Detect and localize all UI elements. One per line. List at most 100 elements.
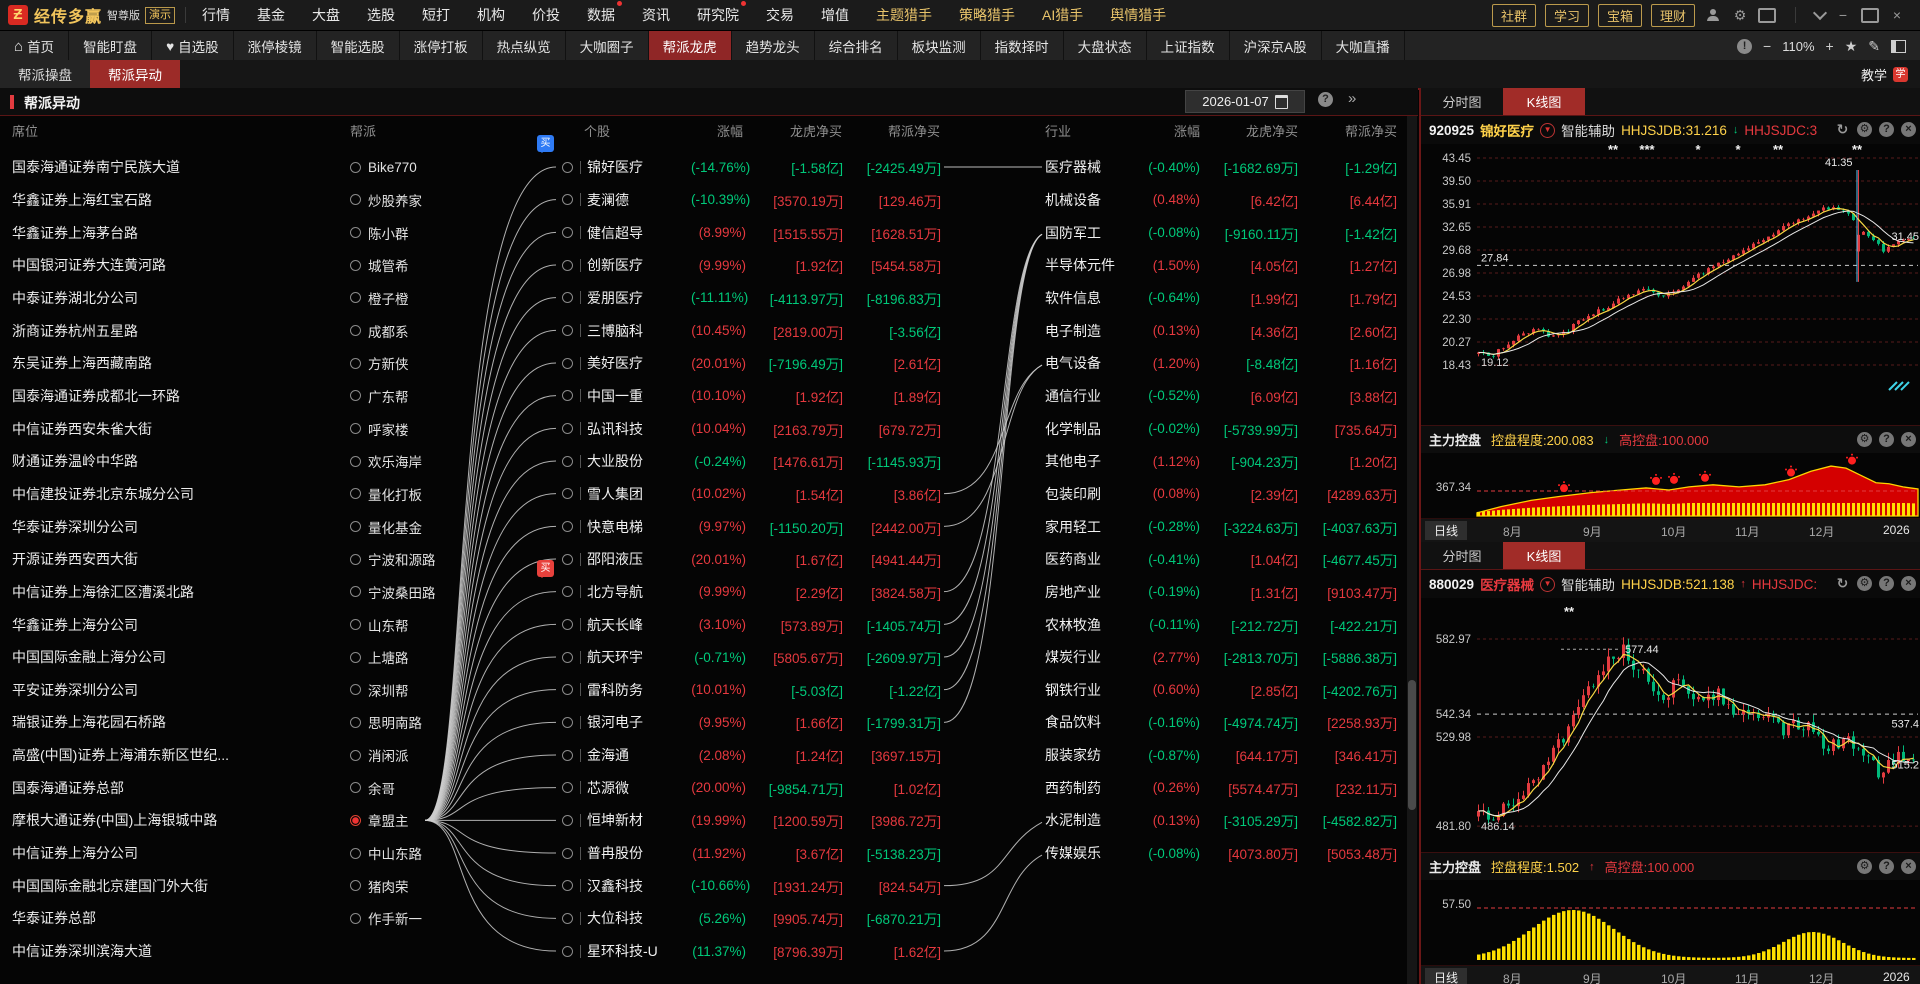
stock-radio[interactable]	[562, 912, 573, 924]
menu-item-机构[interactable]: 机构	[477, 7, 506, 23]
gang-radio[interactable]	[350, 586, 361, 598]
gang-row[interactable]: 呼家楼	[350, 412, 460, 445]
industry-row[interactable]: 服装家纺 (-0.87%) [644.17万] [346.41万]	[1045, 739, 1397, 772]
stock-row[interactable]: 星环科技-U (11.37%) [8796.39万] [1.62亿]	[562, 935, 942, 968]
seat-row[interactable]: 中泰证券湖北分公司	[12, 289, 138, 306]
stock-radio[interactable]	[562, 847, 573, 859]
stock-row[interactable]: 芯源微 (20.00%) [-9854.71万] [1.02亿]	[562, 771, 942, 804]
gang-radio[interactable]	[350, 814, 361, 826]
chevron-down-icon[interactable]	[1812, 5, 1828, 21]
seat-row[interactable]: 中信证券西安朱雀大街	[12, 420, 152, 437]
gang-radio[interactable]	[350, 259, 361, 271]
industry-row[interactable]: 化学制品 (-0.02%) [-5739.99万] [735.64万]	[1045, 412, 1397, 445]
industry-row[interactable]: 家用轻工 (-0.28%) [-3224.63万] [-4037.63万]	[1045, 510, 1397, 543]
gang-radio[interactable]	[350, 455, 361, 467]
gang-row[interactable]: 山东帮	[350, 608, 460, 641]
tab-分时图[interactable]: 分时图	[1442, 95, 1482, 110]
refresh-icon[interactable]: ↻	[1836, 121, 1849, 137]
help-icon[interactable]: ?	[1879, 122, 1894, 137]
alert-icon[interactable]: !	[1737, 38, 1753, 54]
toolbar-item-涨停打板[interactable]: 涨停打板	[400, 31, 483, 61]
stock-radio[interactable]	[562, 586, 573, 598]
gang-row[interactable]: 城管希	[350, 249, 460, 282]
menu-item-策略猎手[interactable]: 策略猎手	[959, 7, 1016, 23]
zoom-in-icon[interactable]: +	[1825, 38, 1834, 54]
gang-row[interactable]: 中山东路	[350, 837, 460, 870]
seat-row[interactable]: 摩根大通证券(中国)上海银城中路	[12, 812, 218, 829]
stock-row[interactable]: 三博脑科 (10.45%) [2819.00万] [-3.56亿]	[562, 314, 942, 347]
stock-radio[interactable]	[562, 357, 573, 369]
zoom-out-icon[interactable]: −	[1763, 38, 1772, 54]
seat-row[interactable]: 开源证券西安西大街	[12, 551, 138, 568]
toolbar-item-指数择时[interactable]: 指数择时	[981, 31, 1064, 61]
gang-row[interactable]: 橙子橙	[350, 282, 460, 315]
stock-radio[interactable]	[562, 325, 573, 337]
date-picker[interactable]: 2026-01-07	[1185, 90, 1305, 113]
stock-radio[interactable]	[562, 880, 573, 892]
seat-row[interactable]: 华鑫证券上海茅台路	[12, 224, 138, 241]
stock-row[interactable]: 中国一重 (10.10%) [1.92亿] [1.89亿]	[562, 380, 942, 413]
restore-button[interactable]	[1861, 7, 1879, 23]
dropdown-icon[interactable]: ▼	[1540, 122, 1556, 138]
menu-item-基金[interactable]: 基金	[257, 7, 286, 23]
seat-row[interactable]: 华泰证券深圳分公司	[12, 518, 138, 535]
gang-row[interactable]: 成都系	[350, 314, 460, 347]
stock-radio[interactable]	[562, 814, 573, 826]
tab-帮派异动[interactable]: 帮派异动	[90, 60, 180, 88]
tab-K线图[interactable]: K线图	[1503, 88, 1585, 115]
refresh-icon[interactable]: ↻	[1836, 575, 1849, 591]
gang-row[interactable]: 作手新一	[350, 902, 460, 935]
help-icon[interactable]: ?	[1318, 92, 1333, 107]
expand-icon[interactable]: »	[1348, 90, 1357, 107]
help-icon[interactable]: ?	[1879, 432, 1894, 447]
seat-row[interactable]: 国泰海通证券成都北一环路	[12, 387, 180, 404]
user-icon[interactable]	[1707, 9, 1719, 21]
gear-icon[interactable]: ⚙	[1857, 432, 1872, 447]
menu-item-主题猎手[interactable]: 主题猎手	[876, 7, 933, 23]
menu-item-数据[interactable]: 数据	[587, 1, 623, 25]
tab-K线图[interactable]: K线图	[1503, 542, 1585, 569]
stock-row[interactable]: 北方导航 (9.99%) [2.29亿] [3824.58万]	[562, 576, 942, 609]
gang-row[interactable]: 量化基金	[350, 510, 460, 543]
gang-row[interactable]: 思明南路	[350, 706, 460, 739]
gold-button-理财[interactable]: 理财	[1650, 3, 1695, 27]
gang-radio[interactable]	[350, 488, 361, 500]
menu-item-短打[interactable]: 短打	[422, 7, 451, 23]
stock-radio[interactable]	[562, 684, 573, 696]
stock-row[interactable]: 大业股份 (-0.24%) [1476.61万] [-1145.93万]	[562, 445, 942, 478]
stock-row[interactable]: 健信超导 (8.99%) [1515.55万] [1628.51万]	[562, 216, 942, 249]
gang-radio[interactable]	[350, 619, 361, 631]
toolbar-item-热点纵览[interactable]: 热点纵览	[483, 31, 566, 61]
seat-row[interactable]: 中信建投证券北京东城分公司	[12, 485, 194, 502]
industry-row[interactable]: 电气设备 (1.20%) [-8.48亿] [1.16亿]	[1045, 347, 1397, 380]
industry-row[interactable]: 钢铁行业 (0.60%) [2.85亿] [-4202.76万]	[1045, 674, 1397, 707]
seat-row[interactable]: 华鑫证券上海分公司	[12, 616, 138, 633]
gang-row[interactable]: 炒股养家	[350, 184, 460, 217]
gang-radio[interactable]	[350, 912, 361, 924]
gang-radio[interactable]	[350, 194, 361, 206]
seat-row[interactable]: 中信证券上海分公司	[12, 845, 138, 862]
menu-item-大盘[interactable]: 大盘	[312, 7, 341, 23]
seat-row[interactable]: 华泰证券总部	[12, 910, 96, 927]
stock-radio[interactable]	[562, 716, 573, 728]
gear-icon[interactable]: ⚙	[1857, 576, 1872, 591]
close-icon[interactable]: ×	[1901, 859, 1916, 874]
stock-radio[interactable]	[562, 521, 573, 533]
favorite-icon[interactable]: ★	[1844, 37, 1858, 54]
industry-row[interactable]: 包装印刷 (0.08%) [2.39亿] [4289.63万]	[1045, 478, 1397, 511]
stock-radio[interactable]	[562, 749, 573, 761]
stock-row[interactable]: 雪人集团 (10.02%) [1.54亿] [3.86亿]	[562, 478, 942, 511]
stock-radio[interactable]	[562, 390, 573, 402]
gang-radio[interactable]	[350, 651, 361, 663]
scrollbar-thumb[interactable]	[1408, 680, 1416, 810]
tab-分时图[interactable]: 分时图	[1442, 549, 1482, 564]
industry-row[interactable]: 农林牧渔 (-0.11%) [-212.72万] [-422.21万]	[1045, 608, 1397, 641]
toolbar-item-综合排名[interactable]: 综合排名	[815, 31, 898, 61]
menu-item-AI猎手[interactable]: AI猎手	[1042, 7, 1084, 23]
gang-radio[interactable]	[350, 390, 361, 402]
theme-panel-icon[interactable]	[1758, 7, 1776, 23]
stock-row[interactable]: 汉鑫科技 (-10.66%) [1931.24万] [824.54万]	[562, 869, 942, 902]
gang-row[interactable]: 宁波和源路	[350, 543, 460, 576]
gang-radio[interactable]	[350, 325, 361, 337]
seat-row[interactable]: 国泰海通证券南宁民族大道	[12, 159, 180, 176]
